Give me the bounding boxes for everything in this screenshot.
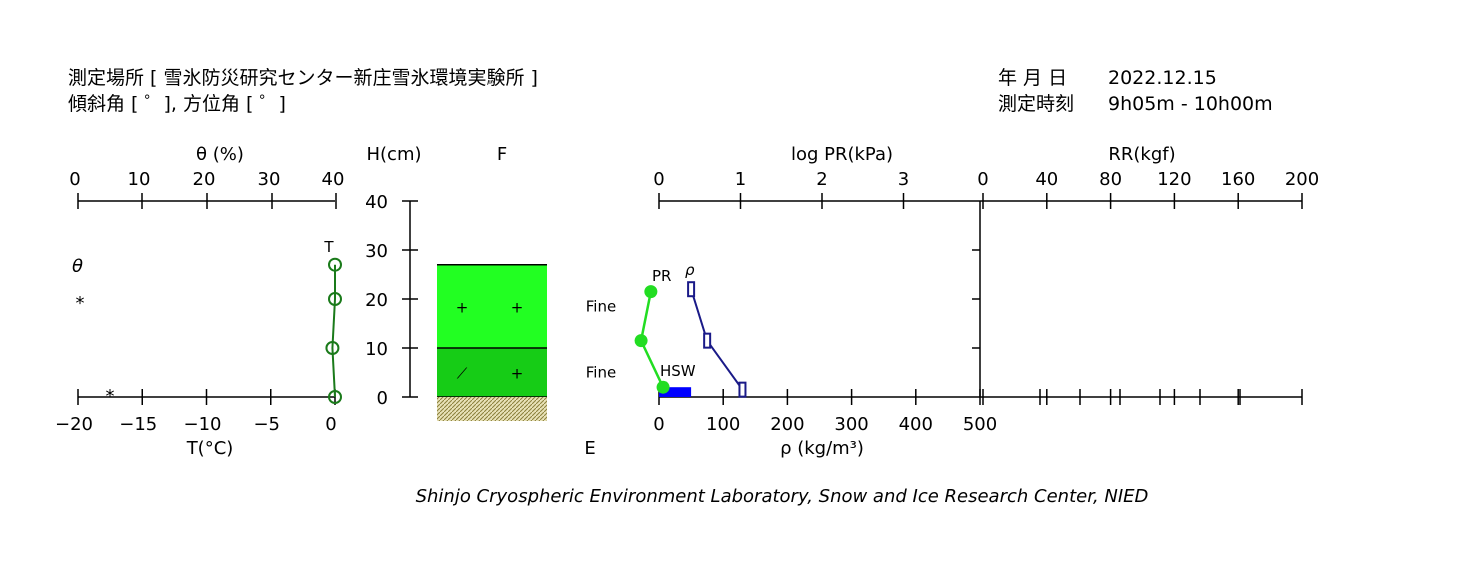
rr-tick-label: 200 [1285,169,1319,190]
temperature-tick-label: −10 [184,414,222,435]
density-point [738,381,747,398]
grain-shape-symbol: + [511,365,524,383]
pr-series [634,285,670,394]
height-tick-label: 20 [365,290,388,311]
temperature-tick-labels: −20 −15 −10 −5 0 [55,414,337,435]
theta-axis-title: θ (%) [196,144,244,165]
density-axis-title: ρ (kg/m³) [780,438,864,459]
temperature-tick-label: −5 [253,414,280,435]
temperature-point [328,292,342,306]
height-tick-label: 0 [377,388,388,409]
hardness-column-label: F [497,144,507,165]
time-label: 測定時刻 [998,93,1074,115]
density-tick-label: 0 [653,414,664,435]
grain-shape-symbol: + [456,298,469,316]
height-tick-label: 40 [365,192,388,213]
temperature-point [328,390,342,404]
slope-aspect-text: 傾斜角 [ ゜], 方位角 [ ゜] [68,93,286,115]
rr-tick-labels: 0 40 80 120 160 200 [977,169,1319,190]
temperature-tick-label: 0 [325,414,336,435]
pr-point [656,380,670,394]
theta-mark: * [106,386,115,407]
grain-size-labels: Fine Fine [586,297,616,381]
temperature-panel: θ (%) 0 10 20 30 40 −20 −15 −10 −5 0 T(°C) θ ** … [55,144,344,459]
temperature-axis-title: T(°C) [186,438,234,459]
hsw-group [659,387,692,397]
pr-point [634,334,648,348]
theta-tick-label: 40 [322,169,345,190]
hsw-label: HSW [660,362,696,380]
theta-tick-label: 10 [128,169,151,190]
pr-tick-label: 0 [653,169,664,190]
pr-series-label: PR [652,267,671,285]
rr-axis-ticks [982,193,1303,405]
layer-panel: H(cm) F 0 10 20 30 40 + + ⟋ + Fine Fine E [365,144,616,459]
temperature-tick-label: −15 [119,414,157,435]
location-text: 測定場所 [ 雪氷防災研究センター新庄雪氷環境実験所 ] [68,67,538,89]
theta-mark: * [76,293,85,314]
snow-layers: + + ⟋ + [437,263,547,398]
theta-tick-label: 30 [258,169,281,190]
theta-tick-label: 20 [193,169,216,190]
density-point [687,281,696,298]
time-value: 9h05m - 10h00m [1108,93,1273,115]
density-tick-label: 200 [770,414,804,435]
temperature-point [325,341,340,355]
temperature-series-label: T [323,238,334,256]
rr-tick-label: 160 [1221,169,1255,190]
height-tick-label: 30 [365,241,388,262]
pr-axis-ticks [658,193,981,405]
grain-size-label: Fine [586,364,616,382]
ground-hatch [437,397,547,421]
rr-tick-label: 80 [1099,169,1122,190]
date-label: 年 月 日 [998,67,1067,89]
density-tick-labels: 0 100 200 300 400 500 [653,414,997,435]
rr-axis-title: RR(kgf) [1108,144,1175,165]
pr-tick-label: 3 [898,169,909,190]
density-tick-label: 100 [706,414,740,435]
rr-tick-label: 40 [1035,169,1058,190]
rr-tick-label: 120 [1157,169,1191,190]
density-point [703,332,712,349]
density-series [687,281,747,398]
pr-density-panel: log PR(kPa) 0 1 2 3 0 100 200 300 400 500 ρ (kg/… [634,144,997,459]
theta-marks: ** [76,293,115,407]
hsw-bar [659,387,692,397]
grain-size-label: Fine [586,297,616,315]
grain-shape-symbol: + [511,298,524,316]
density-series-label: ρ [685,261,695,279]
pr-tick-label: 2 [816,169,827,190]
temperature-line [331,264,336,398]
density-tick-label: 400 [899,414,933,435]
pr-axis-title: log PR(kPa) [791,144,893,165]
rr-tick-label: 0 [977,169,988,190]
pr-tick-label: 1 [735,169,746,190]
height-axis-title: H(cm) [366,144,421,165]
temperature-point [328,257,342,272]
density-tick-label: 500 [963,414,997,435]
temperature-series [325,257,342,404]
date-value: 2022.12.15 [1108,67,1217,89]
pr-point [644,285,658,299]
theta-tick-labels: 0 10 20 30 40 [69,169,344,190]
e-column-label: E [584,438,595,459]
ram-resistance-panel: RR(kgf) 0 40 80 120 160 200 [977,144,1319,405]
theta-tick-label: 0 [69,169,80,190]
pr-tick-labels: 0 1 2 3 [653,169,909,190]
height-axis-ticks: 0 10 20 30 40 [365,192,418,409]
credit-text: Shinjo Cryospheric Environment Laborator… [416,486,1149,507]
snow-layer [437,264,547,348]
snow-layer [437,348,547,397]
temperature-tick-label: −20 [55,414,93,435]
height-tick-label: 10 [365,339,388,360]
theta-side-label: θ [72,256,83,277]
density-tick-label: 300 [834,414,868,435]
grain-shape-symbol: ⟋ [457,365,468,383]
